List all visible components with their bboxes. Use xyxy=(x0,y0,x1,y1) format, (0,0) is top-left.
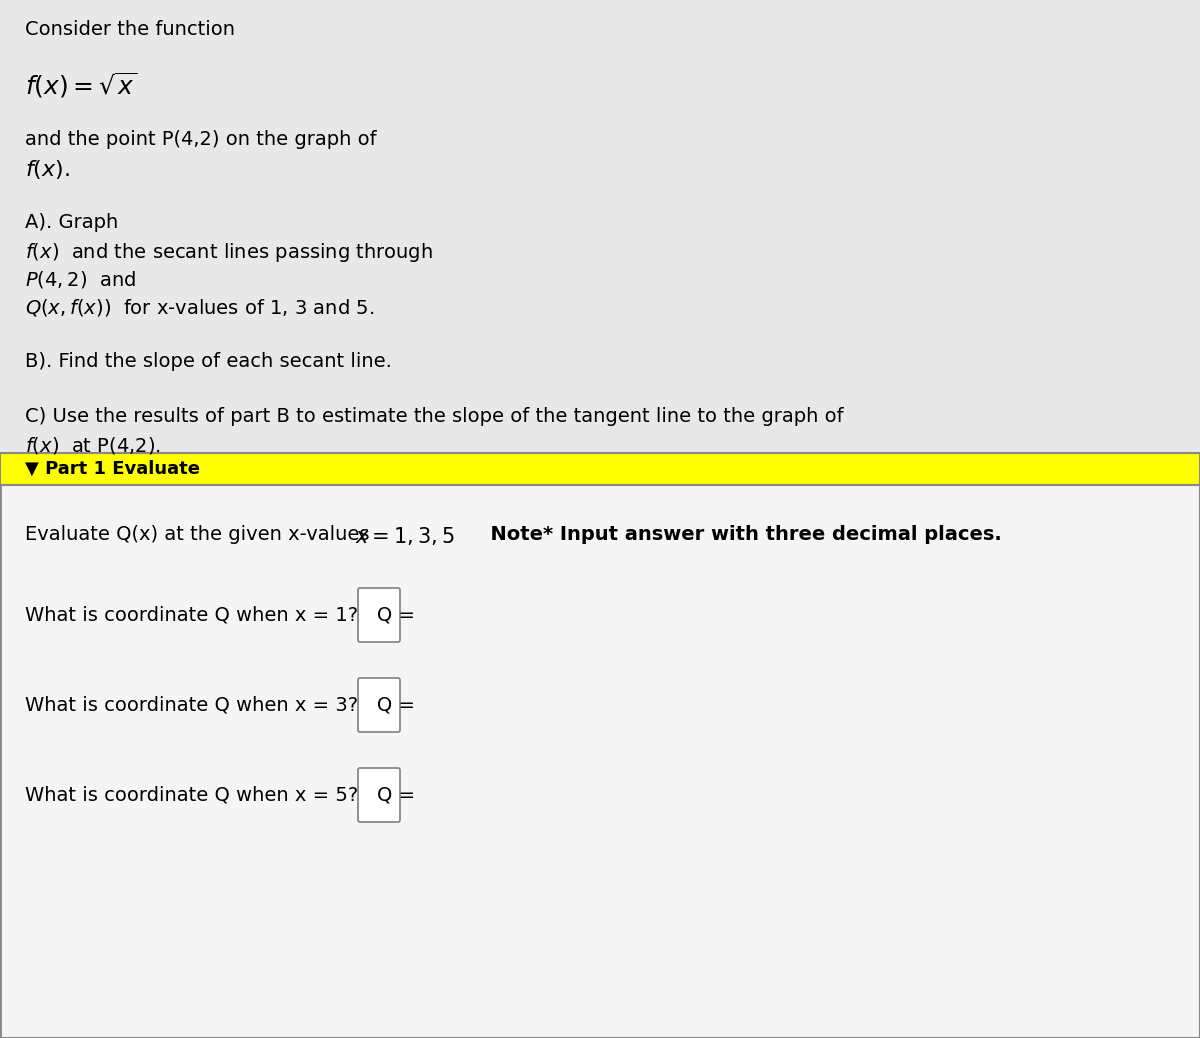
Text: $Q(x, f(x))$  for x-values of 1, 3 and 5.: $Q(x, f(x))$ for x-values of 1, 3 and 5. xyxy=(25,297,374,318)
Text: $f(x)$  and the secant lines passing through: $f(x)$ and the secant lines passing thro… xyxy=(25,241,433,264)
Text: $f(x)$.: $f(x)$. xyxy=(25,158,70,181)
Text: What is coordinate Q when x = 1?   Q =: What is coordinate Q when x = 1? Q = xyxy=(25,605,415,625)
Text: $f(x)$  at P(4,2).: $f(x)$ at P(4,2). xyxy=(25,435,161,456)
FancyBboxPatch shape xyxy=(358,588,400,641)
Bar xyxy=(0,485,1200,1038)
Text: What is coordinate Q when x = 3?   Q =: What is coordinate Q when x = 3? Q = xyxy=(25,695,415,714)
Bar xyxy=(0,453,1200,485)
Text: $f(x) = \sqrt{x}$: $f(x) = \sqrt{x}$ xyxy=(25,70,138,100)
Text: and the point P(4,2) on the graph of: and the point P(4,2) on the graph of xyxy=(25,130,377,149)
Text: B). Find the slope of each secant line.: B). Find the slope of each secant line. xyxy=(25,352,392,371)
Text: ▼ Part 1 Evaluate: ▼ Part 1 Evaluate xyxy=(25,460,200,479)
Text: $P(4, 2)$  and: $P(4, 2)$ and xyxy=(25,269,136,290)
Text: Consider the function: Consider the function xyxy=(25,20,235,39)
Text: Note* Input answer with three decimal places.: Note* Input answer with three decimal pl… xyxy=(478,525,1002,544)
Text: Evaluate Q(x) at the given x-values: Evaluate Q(x) at the given x-values xyxy=(25,525,376,544)
Text: $x = 1, 3, 5$: $x = 1, 3, 5$ xyxy=(355,525,455,547)
Text: C) Use the results of part B to estimate the slope of the tangent line to the gr: C) Use the results of part B to estimate… xyxy=(25,407,844,426)
Text: A). Graph: A). Graph xyxy=(25,213,119,233)
Text: What is coordinate Q when x = 5?   Q =: What is coordinate Q when x = 5? Q = xyxy=(25,786,415,804)
FancyBboxPatch shape xyxy=(358,768,400,822)
FancyBboxPatch shape xyxy=(358,678,400,732)
